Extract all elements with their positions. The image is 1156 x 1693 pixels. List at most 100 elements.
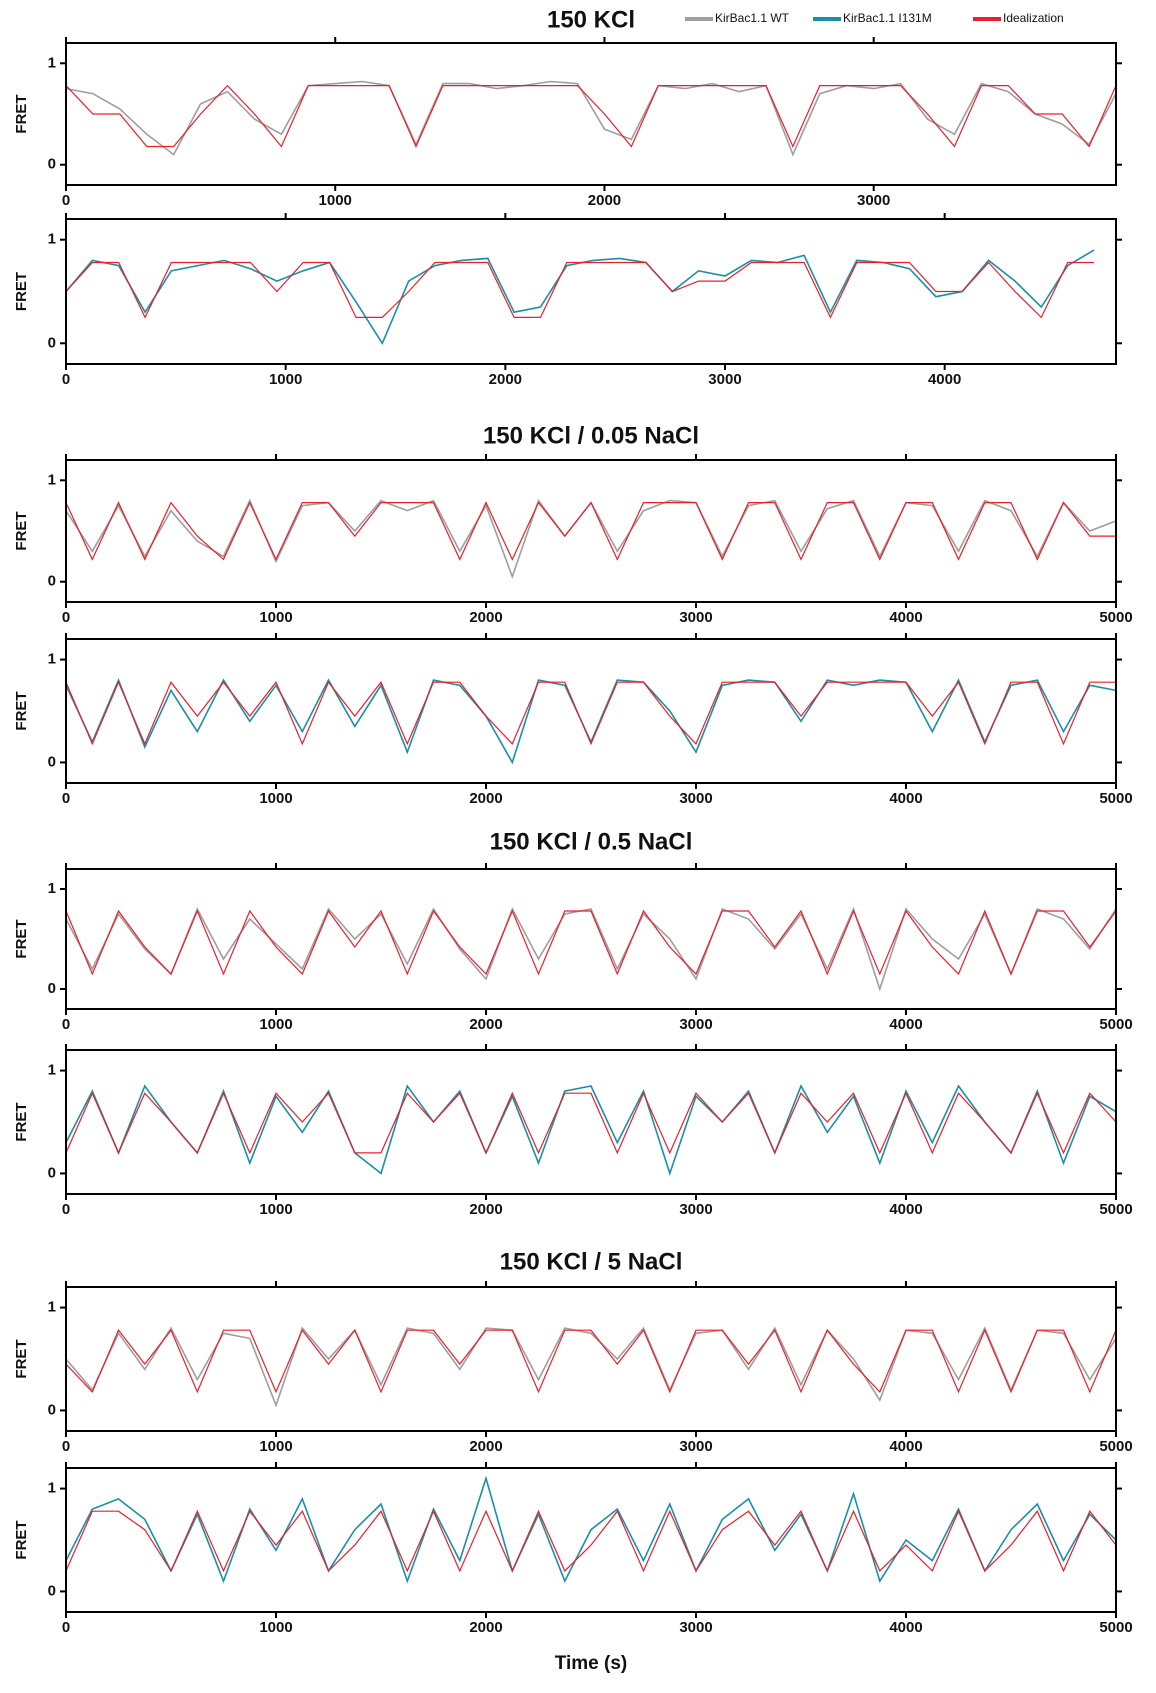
trace-line: [65, 909, 1117, 976]
trace-line: [65, 249, 1095, 346]
y-tick-label: 1: [48, 54, 56, 71]
x-tick-label: 0: [62, 1438, 70, 1455]
trace-line: [65, 1326, 1117, 1408]
y-tick-label: 1: [48, 231, 56, 248]
panel-title: 150 KCl: [547, 6, 635, 33]
x-tick-label: 4000: [889, 609, 922, 626]
trace-line: [65, 498, 1117, 579]
trace-line: [65, 1328, 1117, 1394]
x-tick-label: 2000: [469, 1619, 502, 1636]
x-tick-label: 1000: [259, 1201, 292, 1218]
x-tick-label: 4000: [889, 1201, 922, 1218]
x-tick-label: 3000: [679, 609, 712, 626]
legend-label: KirBac1.1 WT: [715, 11, 790, 25]
x-tick-label: 3000: [679, 1438, 712, 1455]
y-tick-label: 0: [48, 980, 56, 997]
x-tick-label: 1000: [259, 1438, 292, 1455]
trace-line: [65, 680, 1116, 746]
x-tick-label: 0: [62, 1201, 70, 1218]
panel-title: 150 KCl / 0.5 NaCl: [490, 828, 693, 855]
y-axis-label: FRET: [13, 691, 30, 730]
x-tick-label: 3000: [679, 1201, 712, 1218]
plot-frame: [65, 1049, 1117, 1195]
x-tick-label: 1000: [269, 371, 302, 388]
x-tick-label: 1000: [259, 609, 292, 626]
y-axis-label: FRET: [13, 94, 30, 133]
x-tick-label: 0: [62, 192, 70, 209]
x-tick-label: 5000: [1099, 1438, 1132, 1455]
y-tick-label: 0: [48, 1164, 56, 1181]
x-tick-label: 4000: [928, 371, 961, 388]
x-axis-label: Time (s): [555, 1653, 628, 1674]
trace-line: [65, 501, 1116, 561]
x-tick-label: 1000: [319, 192, 352, 209]
trace-line: [65, 677, 1117, 765]
x-tick-label: 2000: [469, 1438, 502, 1455]
y-tick-label: 0: [48, 753, 56, 770]
x-tick-label: 0: [62, 609, 70, 626]
legend-label: Idealization: [1003, 11, 1064, 25]
y-tick-label: 0: [48, 1401, 56, 1418]
x-tick-label: 0: [62, 1619, 70, 1636]
x-tick-label: 5000: [1099, 1619, 1132, 1636]
x-tick-label: 5000: [1099, 1016, 1132, 1033]
y-tick-label: 1: [48, 1299, 56, 1316]
y-axis-label: FRET: [13, 1520, 30, 1559]
x-tick-label: 3000: [857, 192, 890, 209]
y-axis-label: FRET: [13, 272, 30, 311]
x-tick-label: 2000: [469, 790, 502, 807]
y-tick-label: 1: [48, 880, 56, 897]
panel-title: 150 KCl / 5 NaCl: [500, 1248, 683, 1275]
plot-frame: [65, 42, 1117, 186]
plot-frame: [65, 1286, 1117, 1432]
x-tick-label: 1000: [259, 790, 292, 807]
trace-line: [65, 84, 1117, 148]
x-tick-label: 1000: [259, 1016, 292, 1033]
y-tick-label: 1: [48, 471, 56, 488]
x-tick-label: 3000: [679, 1619, 712, 1636]
y-tick-label: 0: [48, 156, 56, 173]
x-tick-label: 3000: [679, 790, 712, 807]
x-tick-label: 2000: [588, 192, 621, 209]
y-axis-label: FRET: [13, 1102, 30, 1141]
y-axis-label: FRET: [13, 919, 30, 958]
x-tick-label: 2000: [469, 1016, 502, 1033]
x-tick-label: 3000: [708, 371, 741, 388]
legend-label: KirBac1.1 I131M: [843, 11, 932, 25]
y-tick-label: 0: [48, 1582, 56, 1599]
plot-frame: [65, 459, 1117, 603]
trace-line: [65, 906, 1117, 992]
x-tick-label: 2000: [469, 609, 502, 626]
trace-line: [65, 80, 1117, 157]
plot-frame: [65, 638, 1117, 784]
y-tick-label: 0: [48, 573, 56, 590]
x-tick-label: 2000: [489, 371, 522, 388]
plot-frame: [65, 218, 1117, 365]
trace-line: [65, 1475, 1117, 1584]
x-tick-label: 4000: [889, 1619, 922, 1636]
y-tick-label: 0: [48, 334, 56, 351]
y-tick-label: 1: [48, 1062, 56, 1079]
x-tick-label: 0: [62, 790, 70, 807]
y-axis-label: FRET: [13, 1339, 30, 1378]
x-tick-label: 1000: [259, 1619, 292, 1636]
y-tick-label: 1: [48, 651, 56, 668]
x-tick-label: 4000: [889, 1016, 922, 1033]
panel-title: 150 KCl / 0.05 NaCl: [483, 422, 699, 449]
trace-line: [65, 1509, 1117, 1573]
x-tick-label: 2000: [469, 1201, 502, 1218]
x-tick-label: 4000: [889, 1438, 922, 1455]
x-tick-label: 4000: [889, 790, 922, 807]
x-tick-label: 0: [62, 371, 70, 388]
x-tick-label: 5000: [1099, 790, 1132, 807]
trace-line: [65, 261, 1094, 319]
plot-frame: [65, 1467, 1117, 1613]
x-tick-label: 5000: [1099, 609, 1132, 626]
trace-line: [65, 1084, 1117, 1176]
x-tick-label: 5000: [1099, 1201, 1132, 1218]
trace-line: [65, 1091, 1117, 1155]
x-tick-label: 3000: [679, 1016, 712, 1033]
x-tick-label: 0: [62, 1016, 70, 1033]
y-axis-label: FRET: [13, 511, 30, 550]
